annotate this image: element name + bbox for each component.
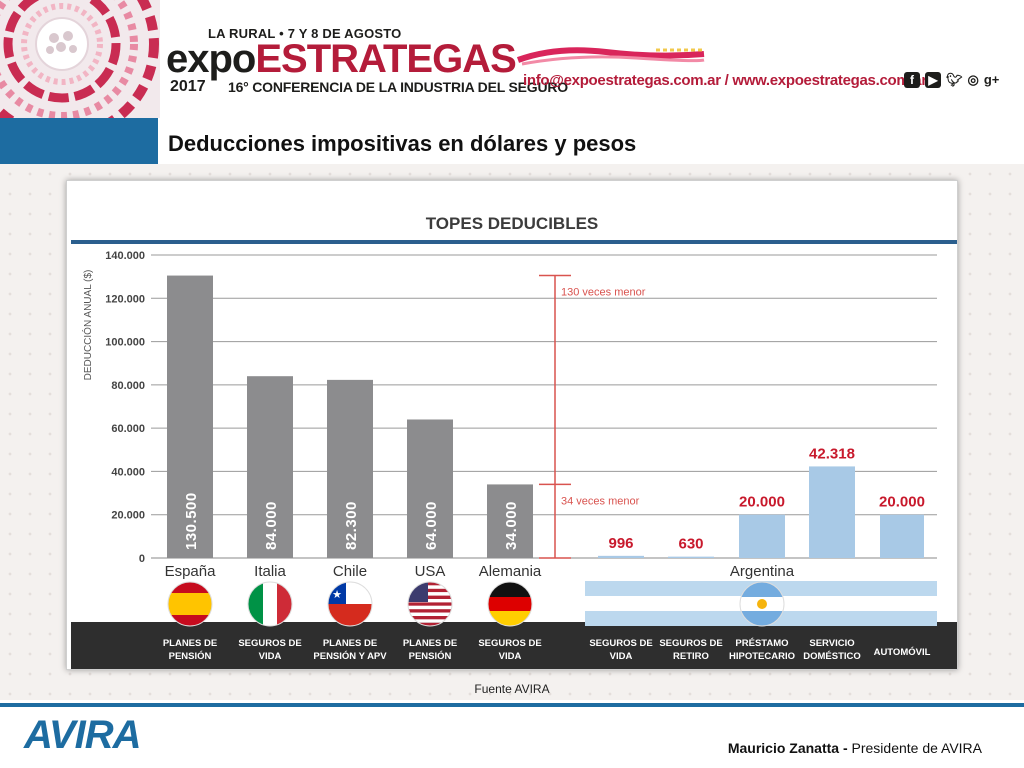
usa-flag-icon bbox=[407, 581, 453, 627]
category-label: PLANES DE PENSIÓN bbox=[163, 638, 217, 662]
annotation-label: 130 veces menor bbox=[561, 287, 646, 299]
title-accent-bar bbox=[0, 118, 158, 164]
category-label: SEGUROS DE RETIRO bbox=[659, 638, 722, 662]
event-info: LA RURAL • 7 Y 8 DE AGOSTO bbox=[208, 26, 402, 41]
bar-value-label: 630 bbox=[678, 536, 703, 553]
italy-flag-icon bbox=[247, 581, 293, 627]
bar-value-label: 42.318 bbox=[809, 445, 855, 462]
y-tick-label: 0 bbox=[139, 553, 145, 565]
category-label: PLANES DE PENSIÓN Y APV bbox=[313, 638, 387, 662]
country-label: Alemania bbox=[479, 563, 542, 580]
people-icon bbox=[46, 31, 77, 54]
bar-0 bbox=[167, 275, 213, 558]
avira-logo: AVIRA bbox=[24, 713, 141, 757]
germany-flag-icon bbox=[487, 581, 533, 627]
chart-title: TOPES DEDUCIBLES bbox=[426, 214, 599, 233]
expoestrategas-logo: expoESTRATEGAS bbox=[166, 37, 517, 81]
bar-5 bbox=[598, 555, 644, 558]
country-label: USA bbox=[415, 563, 446, 580]
header-banner: LA RURAL • 7 Y 8 DE AGOSTO expoESTRATEGA… bbox=[0, 0, 1024, 118]
svg-text:★: ★ bbox=[332, 589, 342, 601]
bar-9 bbox=[880, 514, 924, 558]
category-label: SEGUROS DE VIDA bbox=[478, 638, 541, 662]
country-label: Chile bbox=[333, 563, 367, 580]
bar-8 bbox=[809, 466, 855, 558]
chile-flag-icon: ★ bbox=[327, 581, 373, 627]
y-tick-label: 40.000 bbox=[111, 466, 145, 478]
category-label: PLANES DE PENSIÓN bbox=[403, 638, 457, 662]
presenter-credit: Mauricio Zanatta - Presidente de AVIRA bbox=[728, 740, 982, 756]
ribbon-decoration bbox=[516, 47, 705, 66]
bar-chart: TOPES DEDUCIBLES 0 20.000 40.000 60.000 80.00… bbox=[71, 214, 957, 669]
title-rule bbox=[71, 240, 957, 244]
bar-value-label: 996 bbox=[608, 535, 633, 552]
bar-value-label: 20.000 bbox=[739, 494, 785, 511]
argentina-flag-icon bbox=[739, 581, 785, 627]
category-label: SEGUROS DE VIDA bbox=[238, 638, 301, 662]
bar-value-label: 64.000 bbox=[423, 501, 440, 550]
country-label: Italia bbox=[254, 563, 286, 580]
spain-flag-icon bbox=[167, 581, 213, 627]
slide-title: Deducciones impositivas en dólares y pes… bbox=[168, 131, 637, 156]
country-label-argentina: Argentina bbox=[730, 563, 795, 580]
bar-4 bbox=[487, 484, 533, 558]
bar-1 bbox=[247, 376, 293, 558]
bar-2 bbox=[327, 379, 373, 558]
event-subtitle: 16° CONFERENCIA DE LA INDUSTRIA DEL SEGU… bbox=[228, 79, 568, 95]
category-label: PRÉSTAMO HIPOTECARIO bbox=[729, 638, 795, 662]
y-tick-label: 120.000 bbox=[105, 293, 145, 305]
bar-6 bbox=[668, 556, 714, 558]
bar-value-label: 130.500 bbox=[183, 492, 200, 550]
event-year: 2017 bbox=[170, 78, 206, 95]
facebook-icon[interactable]: f bbox=[904, 72, 920, 88]
y-tick-label: 140.000 bbox=[105, 250, 145, 262]
decorative-circles bbox=[0, 0, 160, 118]
bar-value-label: 34.000 bbox=[503, 501, 520, 550]
y-tick-label: 100.000 bbox=[105, 337, 145, 349]
bar-3 bbox=[407, 419, 453, 558]
twitter-icon[interactable]: 🐦︎ bbox=[946, 72, 963, 87]
presenter-role: Presidente de AVIRA bbox=[847, 740, 983, 756]
category-label: SERVICIO DOMÉSTICO bbox=[803, 638, 861, 662]
youtube-icon[interactable]: ▶ bbox=[925, 72, 941, 88]
instagram-icon[interactable]: ◎ bbox=[967, 72, 979, 87]
y-tick-label: 80.000 bbox=[111, 380, 145, 392]
logo-expo: expo bbox=[166, 37, 256, 81]
chart-card: TOPES DEDUCIBLES 0 20.000 40.000 60.000 80.00… bbox=[66, 180, 958, 670]
footer-divider bbox=[0, 703, 1024, 707]
y-tick-label: 20.000 bbox=[111, 510, 145, 522]
category-label: AUTOMÓVIL bbox=[874, 646, 931, 658]
bar-value-label: 82.300 bbox=[343, 501, 360, 550]
annotation-label: 34 veces menor bbox=[561, 495, 640, 507]
y-axis-label: DEDUCCIÓN ANUAL ($) bbox=[81, 270, 94, 381]
source-note: Fuente AVIRA bbox=[474, 682, 550, 696]
bar-7 bbox=[739, 514, 785, 558]
presenter-name: Mauricio Zanatta - bbox=[727, 740, 848, 756]
bar-value-label: 84.000 bbox=[263, 501, 280, 550]
category-label: SEGUROS DE VIDA bbox=[589, 638, 652, 662]
google-plus-icon[interactable]: g+ bbox=[983, 72, 1000, 87]
y-tick-label: 60.000 bbox=[111, 423, 145, 435]
logo-estrategas: ESTRATEGAS bbox=[255, 37, 516, 81]
category-band bbox=[71, 622, 957, 669]
country-label: España bbox=[165, 563, 217, 580]
bar-value-label: 20.000 bbox=[879, 494, 925, 511]
social-icons: f ▶ 🐦︎ ◎ g+ bbox=[904, 72, 999, 88]
contact-info[interactable]: info@expoestrategas.com.ar / www.expoest… bbox=[523, 72, 927, 89]
